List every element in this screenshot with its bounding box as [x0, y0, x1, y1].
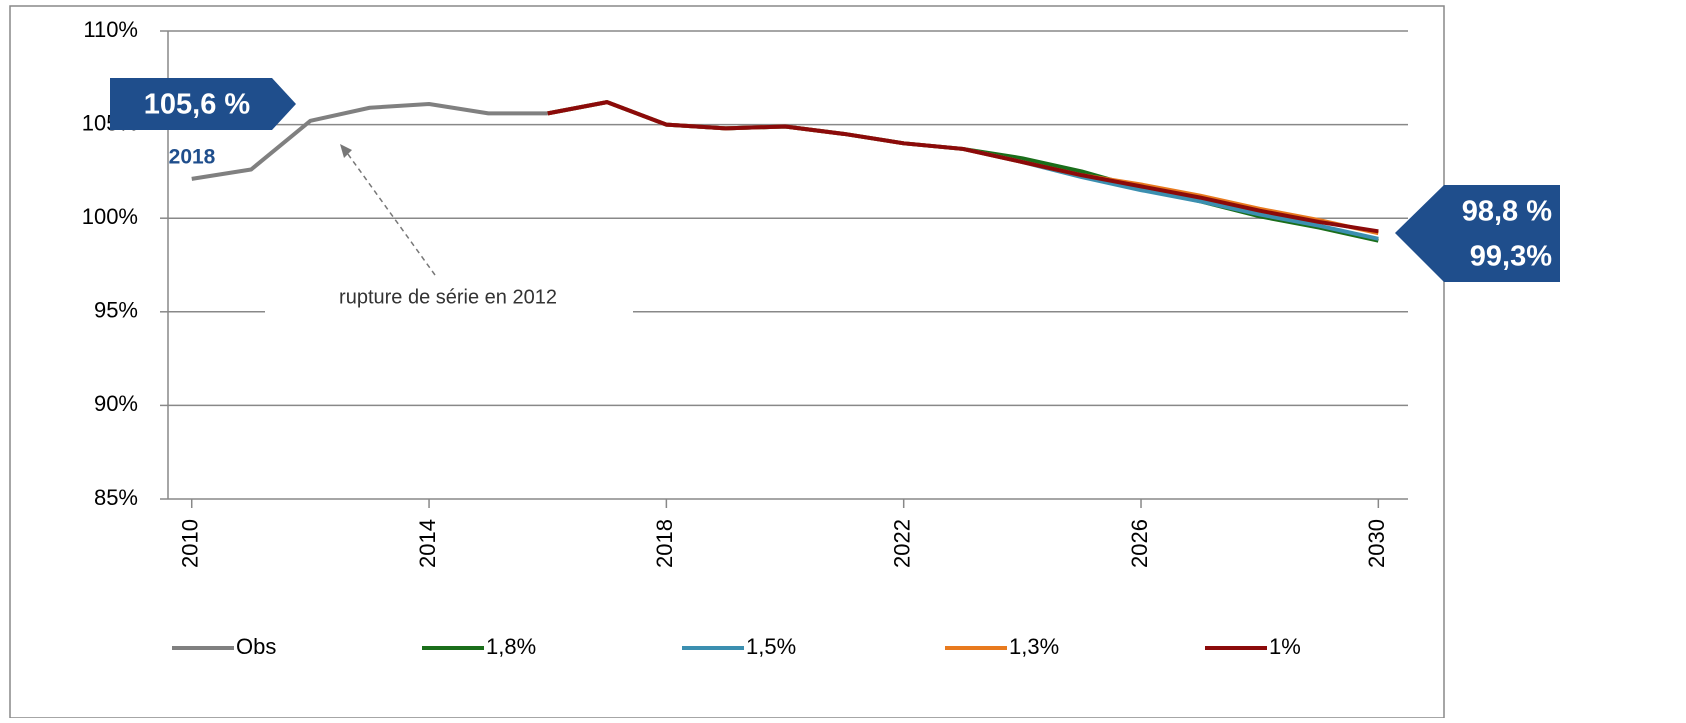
- plot: [191, 100, 1379, 243]
- x-tick-label: 2022: [890, 519, 915, 568]
- grid: 85%90%95%100%105%110%2010 2014 2018 2022 202…: [82, 17, 1408, 568]
- y-tick-label: 110%: [83, 17, 138, 42]
- x-tick-label: 2014: [415, 519, 440, 568]
- y-tick-label: 90%: [94, 391, 138, 416]
- callout-right-box: [1395, 185, 1560, 282]
- callout-left-year: 2018: [169, 146, 216, 169]
- y-tick-label: 100%: [82, 204, 138, 229]
- callout-left-value: 105,6 %: [144, 89, 251, 121]
- legend: Obs 1,8% 1,5% 1,3% 1%: [172, 634, 1301, 659]
- legend-label: Obs: [236, 634, 276, 659]
- x-tick-label: 2026: [1127, 519, 1152, 568]
- series-line: [191, 102, 548, 181]
- callout-right-top: 98,8 %: [1462, 196, 1552, 228]
- legend-label: 1,5%: [746, 634, 796, 659]
- callout-left-box: [110, 78, 296, 130]
- x-tick-label: 2010: [178, 519, 203, 568]
- note: rupture de série en 2012: [339, 286, 557, 308]
- note-background: [265, 282, 633, 332]
- callout-right-bottom: 99,3%: [1470, 241, 1552, 273]
- x-tick-label: 2018: [652, 519, 677, 568]
- note-arrow: [344, 149, 436, 276]
- legend-label: 1,8%: [486, 634, 536, 659]
- x-tick-label: 2030: [1364, 519, 1389, 568]
- legend-label: 1,3%: [1009, 634, 1059, 659]
- legend-label: 1%: [1269, 634, 1301, 659]
- series-line: [547, 100, 1379, 234]
- y-tick-label: 85%: [94, 485, 138, 510]
- note-arrowhead: [340, 144, 352, 158]
- y-tick-label: 95%: [94, 298, 138, 323]
